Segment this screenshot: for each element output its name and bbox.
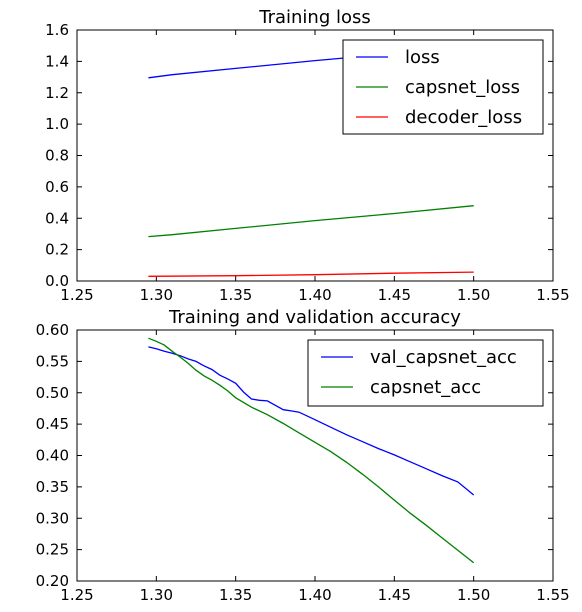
y-tick-label: 1.2 [45, 84, 69, 102]
legend-label: capsnet_loss [405, 77, 520, 98]
y-tick-label: 0.50 [36, 384, 69, 402]
x-tick-label: 1.25 [60, 586, 93, 604]
y-tick-label: 0.4 [45, 209, 69, 227]
y-tick-label: 0.0 [45, 272, 69, 290]
x-tick-label: 1.45 [378, 286, 411, 304]
y-tick-label: 0.2 [45, 241, 69, 259]
chart-1: Training loss 1.25 1.30 1.35 1.40 1.45 1.50 1.5… [45, 7, 570, 304]
y-tick-label: 0.25 [36, 541, 69, 559]
y-tick-label: 0.60 [36, 321, 69, 339]
y-tick-label: 0.55 [36, 352, 69, 370]
x-tick-label: 1.55 [536, 586, 569, 604]
x-tick-label: 1.35 [219, 286, 252, 304]
y-tick-label: 0.8 [45, 147, 69, 165]
legend-box [342, 39, 544, 135]
x-tick-label: 1.40 [298, 286, 331, 304]
x-tick-label: 1.45 [378, 586, 411, 604]
x-tick-label: 1.35 [219, 586, 252, 604]
chart-2: Training and validation accuracy 1.25 1.30… [36, 307, 570, 604]
series-line-val-capsnet-acc [148, 346, 475, 496]
y-tick-label: 0.40 [36, 447, 69, 465]
y-tick-label: 1.0 [45, 115, 69, 133]
legend-label: decoder_loss [405, 107, 522, 128]
x-tick-label: 1.25 [60, 286, 93, 304]
x-tick-label: 1.55 [536, 286, 569, 304]
legend-box [307, 339, 544, 407]
y-tick-label: 0.45 [36, 415, 69, 433]
x-tick-label: 1.30 [140, 286, 173, 304]
y-tick-label: 0.35 [36, 478, 69, 496]
x-tick-label: 1.40 [298, 586, 331, 604]
series-line-capsnet-loss [148, 205, 474, 238]
chart-title: Training and validation accuracy [168, 307, 461, 328]
y-tick-label: 1.4 [45, 52, 69, 70]
legend-label: val_capsnet_acc [370, 347, 517, 368]
y-tick-label: 0.6 [45, 178, 69, 196]
y-tick-label: 0.30 [36, 509, 69, 527]
y-tick-label: 1.6 [45, 21, 69, 39]
x-tick-label: 1.50 [457, 286, 490, 304]
legend-label: capsnet_acc [370, 377, 481, 398]
series-line-capsnet-acc [148, 337, 475, 564]
x-tick-label: 1.50 [457, 586, 490, 604]
x-tick-label: 1.30 [140, 586, 173, 604]
chart-title: Training loss [258, 7, 371, 28]
series-line-decoder-loss [148, 271, 474, 277]
series-line-loss [148, 52, 395, 79]
legend: loss capsnet_loss decoder_loss [342, 39, 544, 135]
legend: val_capsnet_acc capsnet_acc [307, 339, 544, 407]
y-tick-label: 0.20 [36, 572, 69, 590]
legend-label: loss [405, 47, 440, 68]
